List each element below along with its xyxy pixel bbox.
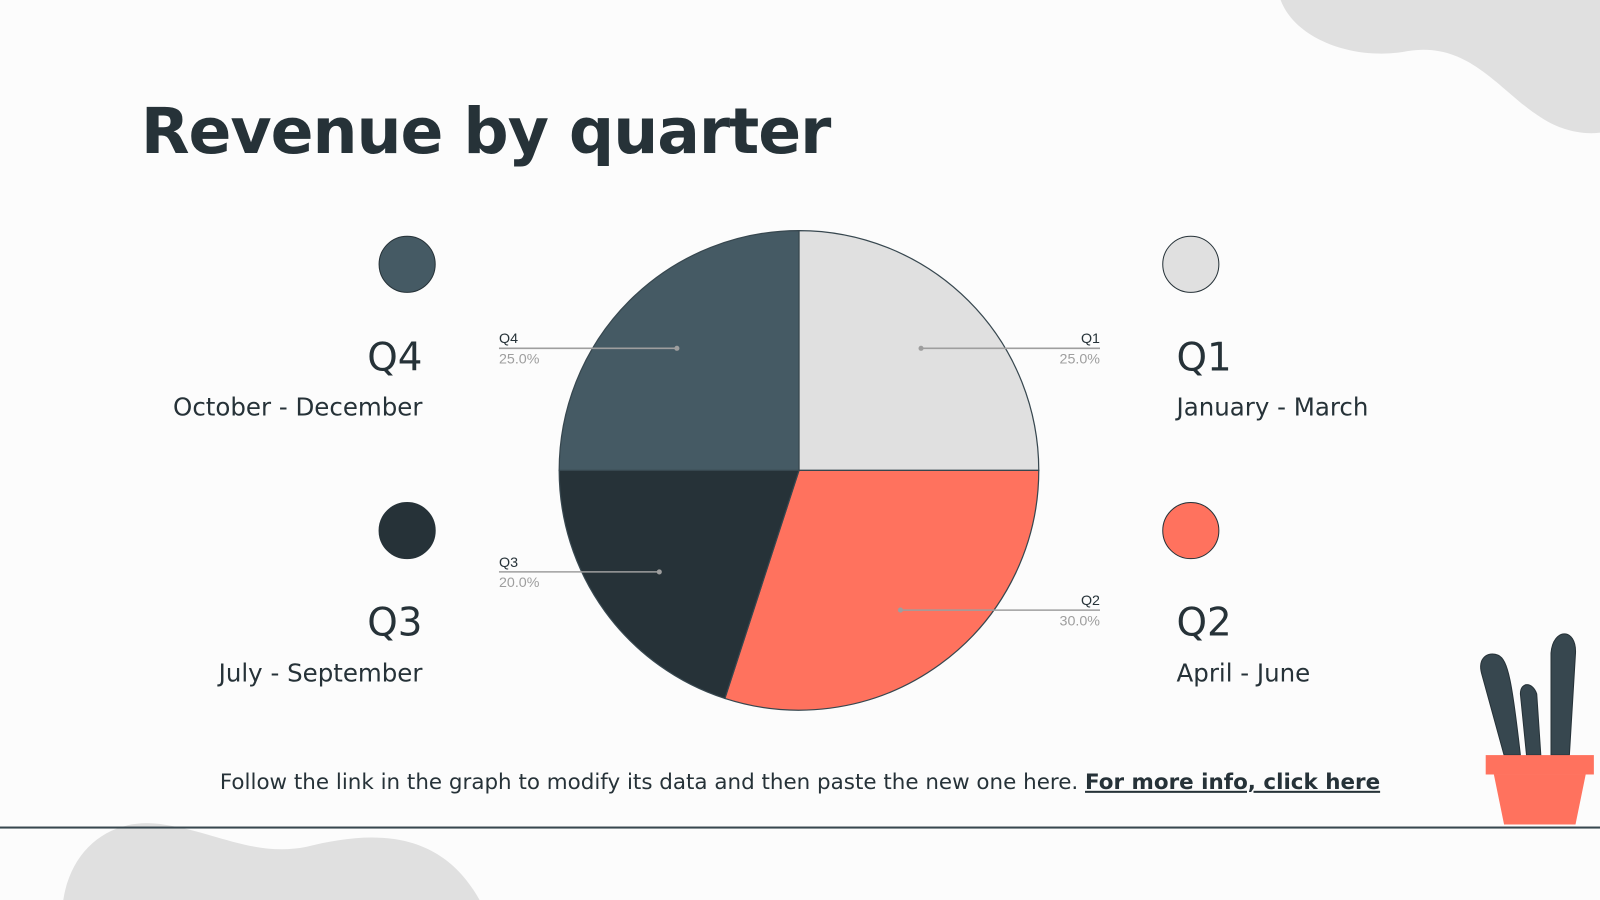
legend-name-q1: Q1	[1176, 334, 1232, 380]
slice-label: Q3	[499, 555, 518, 571]
legend-sub-q4: October - December	[173, 392, 423, 422]
legend-sub-q1: January - March	[1176, 392, 1369, 422]
legend-name-q4: Q4	[367, 334, 423, 380]
legend-name-q2: Q2	[1176, 599, 1232, 645]
baseline-divider	[0, 826, 1600, 829]
legend-dot-q4	[378, 235, 436, 293]
data-label: 30.0%	[1060, 613, 1101, 629]
callout-dot	[897, 607, 904, 613]
pie-slice-q4[interactable]	[558, 229, 800, 472]
legend-dot-q3	[378, 502, 436, 560]
pie-slice-q2[interactable]	[724, 469, 1040, 711]
legend-dot-q1	[1162, 235, 1220, 293]
data-label: 20.0%	[499, 575, 540, 591]
slice-label: Q1	[1081, 331, 1100, 347]
cactus-illustration	[1480, 633, 1594, 825]
callout-dot	[918, 345, 924, 351]
more-info-link[interactable]: For more info, click here	[1085, 769, 1381, 794]
slice-label: Q4	[499, 331, 518, 347]
legend-sub-q2: April - June	[1176, 659, 1311, 688]
callout-dot	[674, 345, 680, 351]
callout-dot	[656, 569, 662, 575]
data-label: 25.0%	[499, 352, 540, 368]
pie-slice-q1[interactable]	[798, 229, 1040, 472]
data-label: 25.0%	[1060, 352, 1101, 368]
legend-dot-q2	[1162, 502, 1220, 560]
slice-label: Q2	[1081, 593, 1100, 609]
legend-name-q3: Q3	[367, 599, 423, 645]
pie-slice-q3[interactable]	[558, 469, 800, 700]
legend-sub-q3: July - September	[218, 659, 423, 688]
footer-text: Follow the link in the graph to modify i…	[219, 769, 1086, 794]
footer-note: Follow the link in the graph to modify i…	[0, 769, 1600, 793]
page-title: Revenue by quarter	[140, 93, 832, 169]
